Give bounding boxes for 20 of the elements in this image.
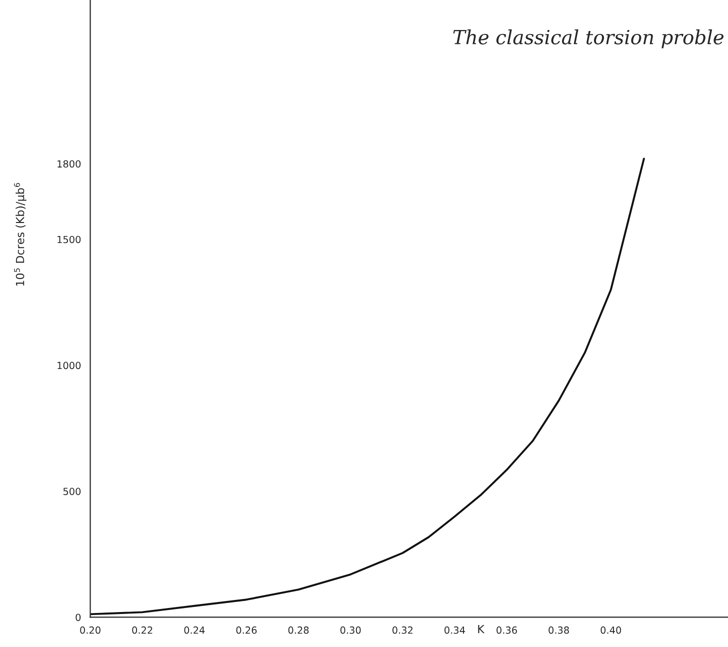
x-axis-title: K	[478, 624, 485, 634]
x-tick-label: 0.34	[444, 626, 465, 634]
x-tick-label: 0.24	[184, 626, 205, 634]
x-tick-label: 0.20	[80, 626, 100, 634]
x-tick-label: 0.32	[392, 626, 412, 634]
y-tick-label: 1800	[58, 160, 81, 168]
x-tick-label: 0.30	[340, 626, 361, 634]
y-tick-label: 500	[63, 488, 81, 496]
x-tick-label: 0.36	[496, 626, 517, 634]
y-tick-label: 1000	[58, 362, 81, 370]
x-tick-label: 0.40	[600, 626, 622, 634]
x-tick-label: 0.26	[236, 626, 257, 634]
y-tick-label: 1500	[58, 236, 81, 244]
y-axis-title: 10$^{5}$ Dcres (Kb)/μb$^{6}$	[14, 183, 26, 286]
line-series	[90, 158, 645, 616]
x-tick-label: 0.28	[288, 626, 309, 634]
annotation: The classical torsion proble	[453, 29, 724, 48]
y-tick-label: 0	[76, 614, 81, 622]
x-tick-label: 0.38	[548, 626, 569, 634]
x-tick-label: 0.22	[132, 626, 152, 634]
